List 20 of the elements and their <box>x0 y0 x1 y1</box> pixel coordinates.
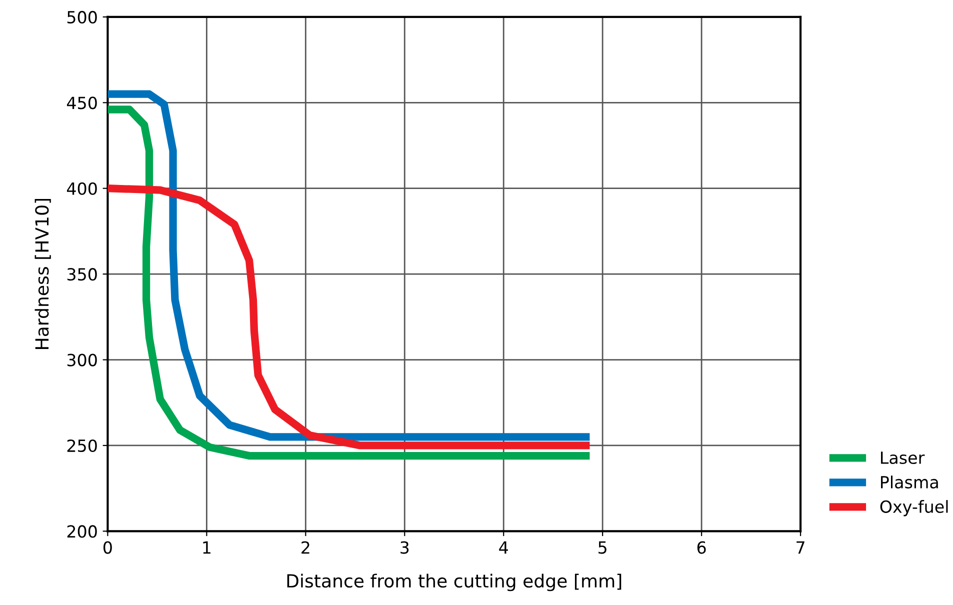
y-axis-title: Hardness [HV10] <box>34 198 51 349</box>
x-tick-label: 3 <box>400 541 409 554</box>
x-tick-label: 4 <box>499 541 508 554</box>
y-tick-label: 350 <box>67 268 97 281</box>
y-tick-label: 400 <box>66 182 97 195</box>
x-tick-label: 7 <box>796 541 804 554</box>
x-tick-label: 0 <box>103 541 112 554</box>
y-tick-label: 200 <box>67 525 97 538</box>
y-tick-label: 300 <box>67 354 97 366</box>
x-tick-label: 1 <box>203 541 210 554</box>
x-tick-label: 2 <box>302 541 310 554</box>
x-tick-label: 6 <box>697 541 706 554</box>
legend-label: Oxy-fuel <box>880 500 948 516</box>
x-axis-title: Distance from the cutting edge [mm] <box>287 574 622 592</box>
y-tick-label: 500 <box>67 10 97 24</box>
y-tick-label: 450 <box>66 96 97 110</box>
x-tick-label: 5 <box>598 541 606 554</box>
legend-label: Laser <box>881 452 925 464</box>
y-tick-label: 250 <box>67 439 97 452</box>
legend-label: Plasma <box>881 476 938 488</box>
